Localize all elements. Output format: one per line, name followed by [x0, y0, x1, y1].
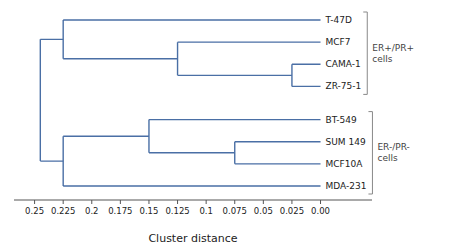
x-tick-label: 0.2 [85, 206, 99, 216]
x-tick-label: 0.15 [139, 206, 158, 216]
x-tick-label: 0.1 [199, 206, 213, 216]
x-axis-label: Cluster distance [148, 232, 237, 245]
x-tick-label: 0.05 [254, 206, 273, 216]
group-bracket [363, 12, 367, 94]
x-tick [91, 200, 92, 204]
merge-link [149, 120, 321, 153]
x-tick-label: 0.225 [51, 206, 75, 216]
leaf-label: SUM 149 [326, 137, 366, 147]
x-tick [120, 200, 121, 204]
x-tick-label: 0.25 [25, 206, 44, 216]
merge-link [63, 136, 320, 186]
merge-link [292, 64, 321, 86]
group-label: ER-/PR-cells [377, 142, 409, 163]
x-tick [34, 200, 35, 204]
group-bracket [368, 112, 372, 194]
leaf-label: MDA-231 [326, 181, 367, 191]
leaf-label: ZR-75-1 [326, 81, 362, 91]
group-label: ER+/PR+cells [372, 43, 414, 64]
leaf-label: MCF7 [326, 37, 351, 47]
leaf-label: T-47D [325, 15, 352, 25]
x-tick [148, 200, 149, 204]
x-axis-line [14, 200, 372, 201]
x-tick [206, 200, 207, 204]
x-tick-label: 0.175 [108, 206, 132, 216]
leaf-label: BT-549 [326, 115, 358, 125]
merge-link [40, 39, 63, 161]
x-tick [177, 200, 178, 204]
leaf-labels: T-47D MCF7 CAMA-1 ZR-75-1 BT-549 SUM 149 MCF10… [325, 15, 367, 191]
leaf-label: MCF10A [326, 159, 364, 169]
leaf-label: CAMA-1 [326, 59, 361, 69]
x-tick [291, 200, 292, 204]
x-tick [263, 200, 264, 204]
x-tick-label: 0.025 [280, 206, 304, 216]
merge-link [178, 42, 321, 75]
x-tick-label: 0.00 [311, 206, 330, 216]
merge-link [235, 142, 321, 164]
merge-link [63, 20, 320, 59]
x-tick [63, 200, 64, 204]
x-tick [320, 200, 321, 204]
x-tick [234, 200, 235, 204]
x-tick-label: 0.075 [223, 206, 247, 216]
dendrogram [40, 20, 320, 186]
x-tick-label: 0.125 [165, 206, 189, 216]
